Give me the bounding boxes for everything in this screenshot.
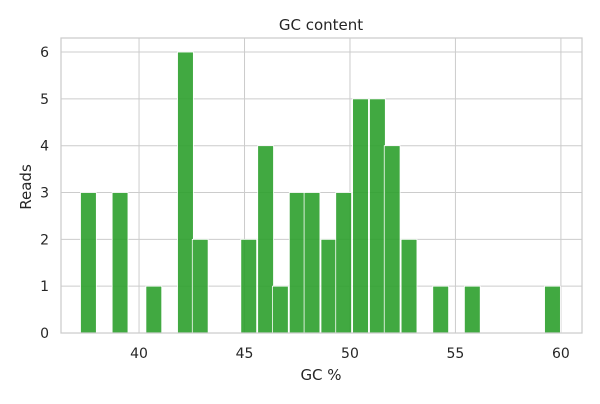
y-tick-label: 1 [40,279,49,295]
x-axis-label: GC % [300,366,341,384]
histogram-bar [432,285,449,334]
x-tick-label: 45 [236,346,254,362]
histogram-bar [145,285,163,334]
x-tick-label: 50 [341,346,359,362]
histogram-bar [335,192,352,334]
histogram-bar [288,192,306,334]
x-tick-label: 40 [130,346,148,362]
chart-title: GC content [279,16,363,34]
histogram-bar [400,238,418,334]
histogram-bar [303,192,321,334]
histogram-bar [177,51,194,334]
histogram-bar [369,98,386,334]
histogram-bar [544,285,561,334]
histogram-bar [111,192,129,334]
histogram-bar [272,285,289,334]
plot-frame [60,37,583,334]
histogram-bar [240,238,258,334]
histogram-bar [352,98,369,334]
histogram-bar [383,145,401,334]
y-axis-label: Reads [17,164,35,210]
histogram-bar [80,192,97,334]
histogram-bar [191,238,209,334]
y-tick-label: 6 [40,45,49,61]
y-tick-label: 5 [40,92,49,108]
x-tick-label: 60 [552,346,570,362]
y-tick-label: 2 [40,232,49,248]
y-tick-label: 3 [40,186,49,202]
histogram-bar [464,285,481,334]
x-tick-label: 55 [447,346,465,362]
histogram-bar [320,238,338,334]
y-tick-label: 4 [40,139,49,155]
histogram-bar [257,145,274,334]
y-tick-label: 0 [40,326,49,342]
